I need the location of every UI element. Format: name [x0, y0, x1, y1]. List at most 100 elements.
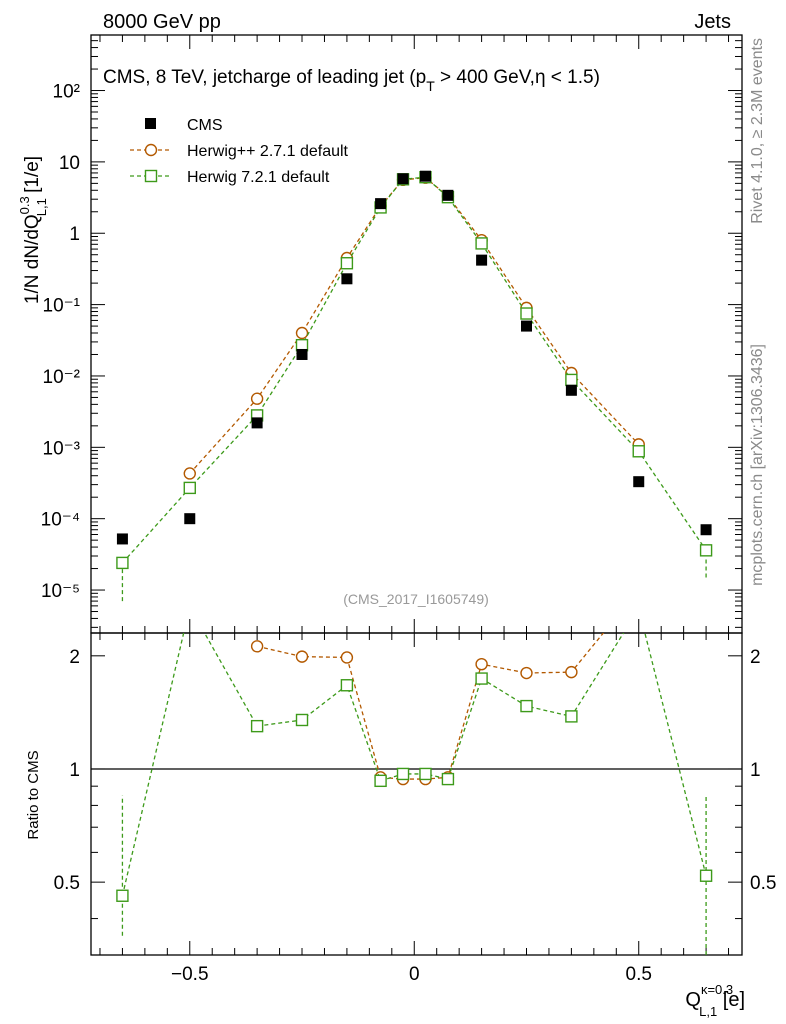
header-right: Jets: [694, 11, 731, 33]
plot-title-main: CMS, 8 TeV, jetcharge of leading jet (p: [103, 67, 426, 88]
data-point-0: [442, 189, 454, 201]
x-tick-label: −0.5: [171, 964, 209, 985]
x-axis-title-sup: κ=0.3: [701, 982, 733, 997]
data-point-2: [475, 237, 488, 250]
data-point-0: [700, 524, 712, 536]
data-point-2: [565, 373, 578, 387]
data-point-0: [184, 513, 196, 525]
ratio-point-2: [633, 603, 644, 614]
ratio-point-2: [419, 767, 432, 781]
legend-marker-herwig721: [144, 169, 158, 183]
ratio-point-1: [295, 650, 309, 663]
side-label-mcplots: mcplots.cern.ch [arXiv:1306.3436]: [749, 344, 766, 586]
legend-label-herwig271: Herwig++ 2.7.1 default: [187, 143, 349, 160]
data-point-1: [250, 392, 264, 405]
data-point-0: [397, 173, 409, 185]
plot-title: CMS, 8 TeV, jetcharge of leading jet (pT…: [103, 67, 600, 94]
ratio-point-2: [520, 699, 533, 713]
data-point-0: [520, 320, 532, 332]
x-tick-label: 0: [409, 964, 420, 985]
ratio-data-layer: [116, 584, 713, 955]
data-point-2: [183, 481, 196, 495]
main-y-axis-title-suffix: [1/e]: [22, 156, 43, 198]
legend-marker-herwig271: [144, 143, 158, 157]
ratio-point-1: [475, 657, 488, 671]
main-data-layer: [116, 170, 713, 602]
ratio-axis-ticks: −0.5 0 0.5 0.5 0.5 1 1 2 2: [54, 633, 776, 985]
y-tick-label-main: 10⁻⁴: [41, 510, 80, 531]
data-point-0: [341, 273, 353, 285]
ratio-point-1: [250, 640, 264, 653]
ratio-point-2: [116, 889, 129, 902]
y-tick-label-main: 10²: [53, 82, 80, 103]
header-left: 8000 GeV pp: [103, 11, 221, 33]
data-point-2: [116, 556, 129, 570]
data-point-0: [565, 384, 577, 396]
y-tick-label-main: 10⁻²: [43, 367, 81, 388]
main-y-axis-title-prefix: 1/N dN/dQ: [22, 214, 43, 304]
legend-label-cms: CMS: [187, 117, 223, 134]
legend-label-herwig721: Herwig 7.2.1 default: [187, 169, 330, 186]
plot-title-sub: T: [426, 78, 435, 94]
data-point-0: [419, 170, 431, 182]
y-tick-label-ratio: 1: [69, 760, 80, 781]
legend-marker-cms: [145, 118, 156, 129]
ratio-point-2: [475, 672, 488, 685]
y-tick-label-ratio: 2: [69, 647, 80, 668]
ratio-point-2: [250, 719, 264, 733]
y-tick-label-ratio-right: 1: [750, 760, 761, 781]
data-point-1: [295, 326, 309, 340]
y-tick-label-ratio-right: 0.5: [750, 873, 776, 894]
data-point-2: [632, 445, 645, 458]
ratio-point-1: [340, 651, 354, 664]
data-point-0: [375, 198, 387, 210]
data-point-0: [476, 254, 488, 266]
x-axis-title-sub: L,1: [699, 1004, 717, 1019]
ratio-y-axis-title: Ratio to CMS: [25, 750, 42, 839]
ratio-line-2: [121, 633, 707, 896]
ratio-point-1: [565, 665, 578, 679]
ratio-plot-frame: [90, 632, 743, 956]
y-tick-label-main: 10⁻⁵: [41, 581, 80, 602]
ratio-point-2: [441, 772, 455, 786]
y-tick-label-main: 1: [69, 224, 80, 245]
main-axis-ticks: 10⁻⁵ 10⁻⁴ 10⁻³ 10⁻² 10⁻¹ 1 10 10²: [41, 34, 742, 633]
data-point-0: [251, 417, 263, 429]
data-point-2: [699, 544, 713, 557]
x-tick-label: 0.5: [626, 964, 652, 985]
ratio-line-1: [256, 633, 605, 780]
data-point-2: [520, 307, 533, 320]
ratio-point-2: [565, 710, 578, 723]
series-line-2: [121, 176, 707, 564]
ratio-point-2: [699, 869, 713, 882]
y-tick-label-main: 10: [59, 153, 80, 174]
ratio-point-2: [374, 774, 387, 788]
data-point-2: [340, 257, 354, 270]
main-y-axis-title-sup: 0.3: [17, 196, 32, 214]
x-axis-title: Qκ=0.3 L,1 [e]: [685, 982, 745, 1019]
series-line-1: [189, 177, 640, 474]
ratio-point-1: [520, 666, 533, 680]
ratio-point-2: [396, 767, 410, 781]
plot-title-tail: > 400 GeV,η < 1.5): [435, 67, 600, 88]
y-tick-label-ratio-right: 2: [750, 647, 761, 668]
ratio-point-2: [295, 713, 309, 727]
data-point-1: [183, 467, 196, 480]
ratio-point-1: [633, 584, 644, 595]
data-point-0: [296, 348, 308, 360]
y-tick-label-ratio: 0.5: [54, 873, 80, 894]
y-tick-label-main: 10⁻³: [43, 438, 81, 459]
data-point-0: [116, 533, 128, 545]
ratio-point-2: [340, 679, 354, 692]
main-y-axis-title-sub: L,1: [34, 198, 49, 216]
side-label-rivet: Rivet 4.1.0, ≥ 2.3M events: [749, 38, 766, 224]
x-axis-title-suffix: [e]: [717, 989, 745, 1011]
y-tick-label-main: 10⁻¹: [43, 296, 81, 317]
legend: CMS Herwig++ 2.7.1 default Herwig 7.2.1 …: [130, 117, 349, 186]
x-axis-title-base: Q: [685, 989, 701, 1011]
analysis-watermark: (CMS_2017_I1605749): [343, 591, 489, 607]
ratio-point-2: [184, 601, 195, 612]
main-y-axis-title: 1/N dN/dQ0.3 L,1 [1/e]: [17, 156, 49, 304]
data-point-0: [633, 476, 645, 488]
